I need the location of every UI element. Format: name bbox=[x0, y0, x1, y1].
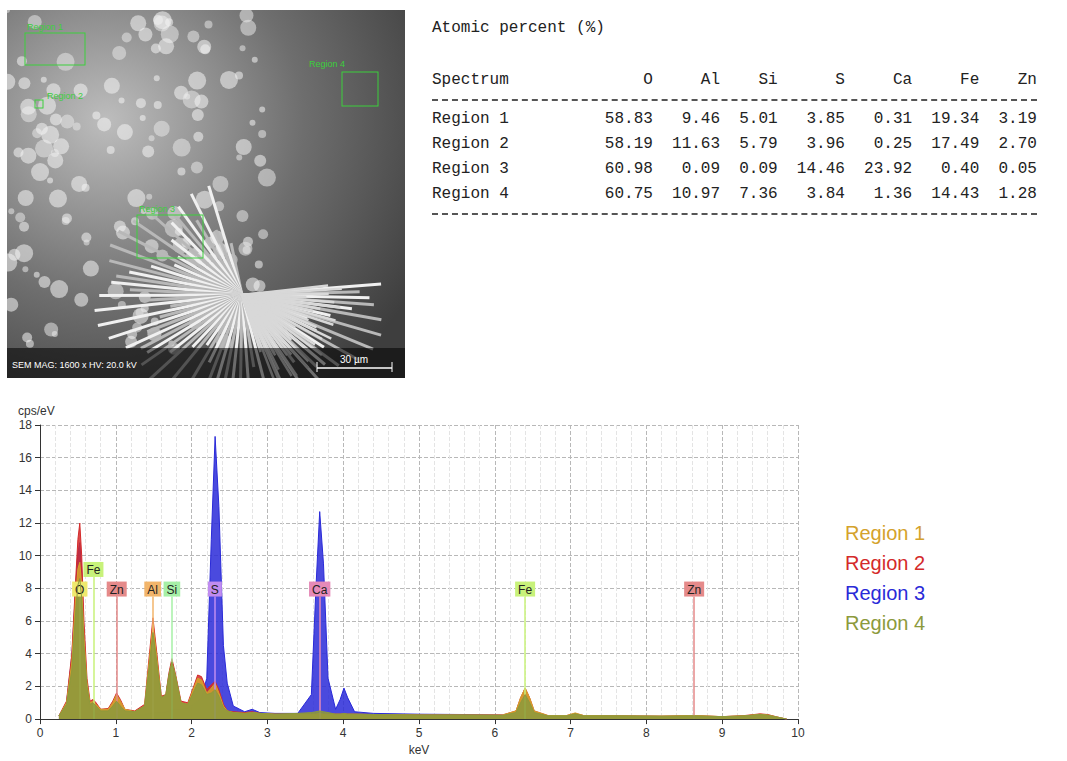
svg-text:keV: keV bbox=[409, 743, 430, 757]
html-text:Region 2 58.19 11.63 5.79 3.96: Region 2 58.19 11.63 5.79 3.96 0.25 17.4… bbox=[432, 135, 1037, 153]
svg-text:2: 2 bbox=[25, 679, 32, 693]
svg-text:8: 8 bbox=[25, 581, 32, 595]
svg-text:Fe: Fe bbox=[518, 583, 532, 597]
svg-text:6: 6 bbox=[491, 726, 498, 740]
svg-text:6: 6 bbox=[25, 614, 32, 628]
svg-text:9: 9 bbox=[719, 726, 726, 740]
html-text:Region 4 60.75 10.97 7.36 3.84: Region 4 60.75 10.97 7.36 3.84 1.36 14.4… bbox=[432, 185, 1037, 203]
svg-text:Region 2: Region 2 bbox=[47, 91, 83, 101]
svg-text:18: 18 bbox=[19, 418, 33, 432]
svg-text:Ca: Ca bbox=[312, 583, 328, 597]
svg-text:Region 1: Region 1 bbox=[27, 22, 63, 32]
html-text:Region 1 58.83 9.46 5.01 3.85: Region 1 58.83 9.46 5.01 3.85 0.31 19.34… bbox=[432, 110, 1037, 128]
svg-text:10: 10 bbox=[19, 549, 33, 563]
svg-text:Region 3: Region 3 bbox=[139, 204, 175, 214]
svg-text:Al: Al bbox=[147, 583, 158, 597]
svg-text:14: 14 bbox=[19, 483, 33, 497]
svg-text:5: 5 bbox=[416, 726, 423, 740]
svg-text:0: 0 bbox=[25, 712, 32, 726]
svg-text:Zn: Zn bbox=[110, 583, 124, 597]
svg-text:4: 4 bbox=[340, 726, 347, 740]
svg-text:Fe: Fe bbox=[86, 563, 100, 577]
html-text:Region 3 60.98 0.09 0.09 14.46: Region 3 60.98 0.09 0.09 14.46 23.92 0.4… bbox=[432, 160, 1037, 178]
svg-text:Region 3: Region 3 bbox=[845, 582, 925, 604]
svg-text:Region 4: Region 4 bbox=[309, 59, 345, 69]
svg-text:3: 3 bbox=[264, 726, 271, 740]
html-text:Spectrum O Al Si S Ca Fe Zn: Spectrum O Al Si S Ca Fe Zn bbox=[432, 71, 1037, 89]
svg-text:30 µm: 30 µm bbox=[340, 354, 368, 365]
svg-text:7: 7 bbox=[567, 726, 574, 740]
svg-text:SEM MAG: 1600 x HV: 20.0 kV: SEM MAG: 1600 x HV: 20.0 kV bbox=[12, 360, 137, 370]
svg-text:S: S bbox=[211, 583, 219, 597]
svg-text:0: 0 bbox=[37, 726, 44, 740]
svg-text:2: 2 bbox=[188, 726, 195, 740]
svg-text:O: O bbox=[75, 583, 84, 597]
svg-text:8: 8 bbox=[643, 726, 650, 740]
svg-text:10: 10 bbox=[791, 726, 805, 740]
svg-text:Region 1: Region 1 bbox=[845, 522, 925, 544]
svg-text:cps/eV: cps/eV bbox=[18, 404, 55, 418]
svg-text:4: 4 bbox=[25, 647, 32, 661]
svg-text:1: 1 bbox=[112, 726, 119, 740]
svg-text:12: 12 bbox=[19, 516, 33, 530]
svg-text:16: 16 bbox=[19, 451, 33, 465]
svg-text:Region 4: Region 4 bbox=[845, 612, 925, 634]
svg-text:Region 2: Region 2 bbox=[845, 552, 925, 574]
svg-text:Zn: Zn bbox=[687, 583, 701, 597]
svg-text:Si: Si bbox=[167, 583, 178, 597]
html-text:Atomic percent (%): Atomic percent (%) bbox=[432, 19, 605, 37]
